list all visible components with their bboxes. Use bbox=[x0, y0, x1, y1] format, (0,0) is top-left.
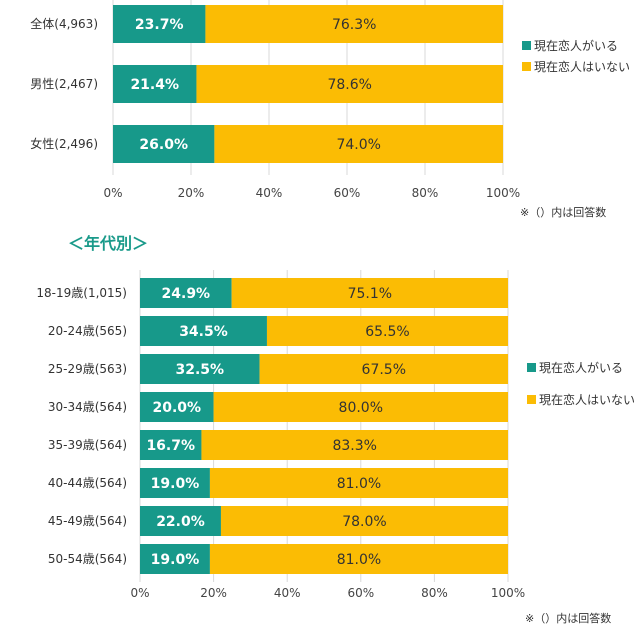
bar-no-partner bbox=[205, 5, 503, 43]
legend-swatch bbox=[527, 395, 536, 404]
section-title: ＜年代別＞ bbox=[68, 234, 148, 253]
x-tick-label: 40% bbox=[256, 186, 283, 200]
bar-no-partner bbox=[196, 65, 503, 103]
bar-no-partner bbox=[201, 430, 508, 460]
category-label: 男性(2,467) bbox=[30, 77, 98, 91]
footnote: ※（）内は回答数 bbox=[520, 205, 606, 219]
data-label: 78.6% bbox=[327, 77, 371, 93]
data-label: 19.0% bbox=[151, 552, 200, 568]
data-label: 34.5% bbox=[179, 324, 228, 340]
category-label: 20-24歳(565) bbox=[48, 324, 127, 338]
bar-no-partner bbox=[209, 468, 509, 498]
x-tick-label: 100% bbox=[486, 186, 520, 200]
category-label: 18-19歳(1,015) bbox=[36, 286, 127, 300]
category-label: 全体(4,963) bbox=[30, 16, 98, 31]
x-tick-label: 80% bbox=[421, 586, 448, 600]
data-label: 81.0% bbox=[337, 552, 381, 568]
category-label: 40-44歳(564) bbox=[48, 476, 127, 490]
bar-no-partner bbox=[259, 354, 508, 384]
x-tick-label: 40% bbox=[274, 586, 301, 600]
x-tick-label: 0% bbox=[103, 186, 122, 200]
bar-no-partner bbox=[209, 544, 509, 574]
bar-has-partner bbox=[140, 468, 210, 498]
x-tick-label: 0% bbox=[130, 586, 149, 600]
x-tick-label: 60% bbox=[334, 186, 361, 200]
category-label: 25-29歳(563) bbox=[48, 362, 127, 376]
data-label: 67.5% bbox=[362, 362, 406, 378]
data-label: 75.1% bbox=[348, 286, 392, 302]
legend-swatch bbox=[522, 41, 531, 50]
data-label: 20.0% bbox=[153, 400, 202, 416]
legend-label: 現在恋人がいる bbox=[539, 360, 623, 375]
data-label: 16.7% bbox=[146, 438, 195, 454]
legend-label: 現在恋人がいる bbox=[534, 38, 618, 53]
data-label: 83.3% bbox=[332, 438, 376, 454]
data-label: 76.3% bbox=[332, 17, 376, 33]
x-tick-label: 100% bbox=[491, 586, 525, 600]
data-label: 80.0% bbox=[339, 400, 383, 416]
legend-label: 現在恋人はいない bbox=[539, 392, 635, 407]
bar-has-partner bbox=[140, 354, 260, 384]
x-tick-label: 80% bbox=[412, 186, 439, 200]
data-label: 32.5% bbox=[176, 362, 225, 378]
bar-has-partner bbox=[140, 430, 202, 460]
bar-has-partner bbox=[140, 316, 267, 346]
bar-has-partner bbox=[140, 392, 214, 422]
bar-has-partner bbox=[140, 544, 210, 574]
data-label: 22.0% bbox=[156, 514, 205, 530]
legend-swatch bbox=[522, 62, 531, 71]
bar-no-partner bbox=[231, 278, 508, 308]
data-label: 65.5% bbox=[365, 324, 409, 340]
category-label: 35-39歳(564) bbox=[48, 438, 127, 452]
category-label: 45-49歳(564) bbox=[48, 514, 127, 528]
data-label: 21.4% bbox=[130, 77, 179, 93]
data-label: 24.9% bbox=[162, 286, 211, 302]
data-label: 81.0% bbox=[337, 476, 381, 492]
bar-has-partner bbox=[113, 125, 215, 163]
x-tick-label: 20% bbox=[200, 586, 227, 600]
x-tick-label: 60% bbox=[347, 586, 374, 600]
x-tick-label: 20% bbox=[178, 186, 205, 200]
legend-swatch bbox=[527, 363, 536, 372]
bar-has-partner bbox=[140, 506, 221, 536]
category-label: 女性(2,496) bbox=[30, 136, 98, 151]
data-label: 19.0% bbox=[151, 476, 200, 492]
data-label: 23.7% bbox=[135, 17, 184, 33]
bar-no-partner bbox=[214, 125, 503, 163]
bar-no-partner bbox=[266, 316, 508, 346]
category-label: 50-54歳(564) bbox=[48, 552, 127, 566]
bar-no-partner bbox=[213, 392, 508, 422]
bar-has-partner bbox=[113, 5, 206, 43]
data-label: 26.0% bbox=[139, 137, 188, 153]
bar-has-partner bbox=[113, 65, 197, 103]
bar-has-partner bbox=[140, 278, 232, 308]
data-label: 78.0% bbox=[342, 514, 386, 530]
bar-no-partner bbox=[220, 506, 508, 536]
category-label: 30-34歳(564) bbox=[48, 400, 127, 414]
legend-label: 現在恋人はいない bbox=[534, 59, 630, 74]
data-label: 74.0% bbox=[336, 137, 380, 153]
footnote: ※（）内は回答数 bbox=[525, 611, 611, 625]
